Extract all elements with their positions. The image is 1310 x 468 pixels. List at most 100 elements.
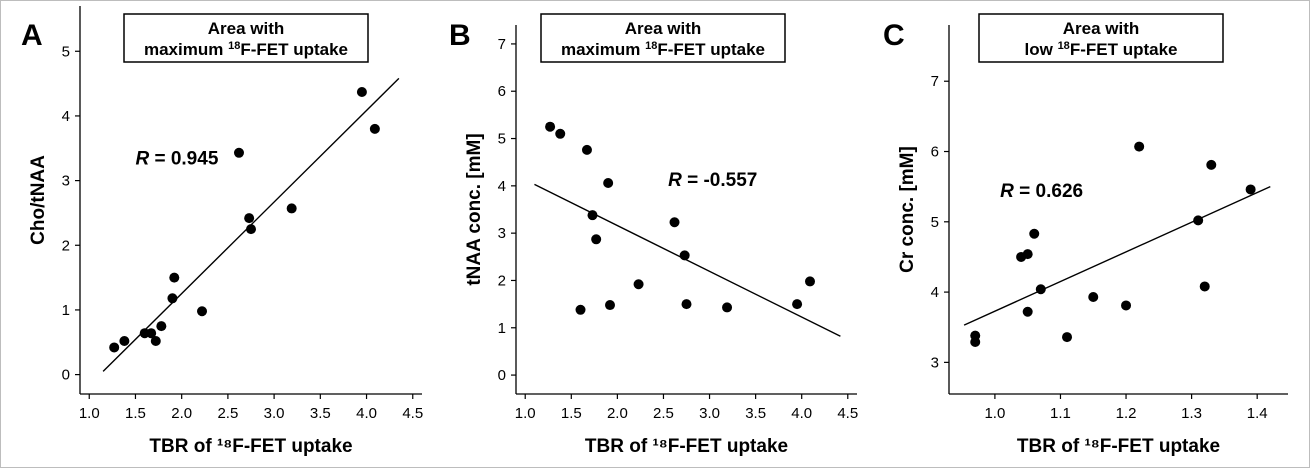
panel-a-data-point <box>233 147 244 158</box>
panel-a-x-tick-label: 4.0 <box>356 405 377 422</box>
panel-c-r-text: = 0.626 <box>1014 181 1083 202</box>
panel-c-y-tick-label: 5 <box>931 214 939 231</box>
panel-b-data-point <box>587 210 598 221</box>
panel-b-data-point <box>555 128 566 139</box>
panel-a-data-point <box>197 306 208 317</box>
panel-b-title-line-2-a: maximum <box>561 40 645 59</box>
panel-c-r-symbol: R <box>1000 181 1014 202</box>
panel-b-x-axis-title: TBR of ¹⁸F-FET uptake <box>585 436 788 457</box>
panel-b-title-line-2-b: F-FET uptake <box>657 40 765 59</box>
panel-b-title-line-2: maximum 18F-FET uptake <box>561 40 765 59</box>
panel-b-y-tick-label: 3 <box>498 225 506 242</box>
panel-c-y-tick-label: 6 <box>931 144 939 161</box>
panel-b-data-point <box>792 299 803 310</box>
panel-c-data-point <box>1193 215 1204 226</box>
panel-a-r-text: = 0.945 <box>149 148 219 169</box>
panel-c-letter: C <box>883 19 905 52</box>
panel-b-y-tick-label: 2 <box>498 272 506 289</box>
panel-c-title-line-2-b: F-FET uptake <box>1070 40 1178 59</box>
panel-b-x-tick-label: 1.0 <box>515 405 536 422</box>
panel-c-title-box <box>978 13 1224 63</box>
panel-b-title-box <box>540 13 786 63</box>
panel-b-y-tick-label: 6 <box>498 83 506 100</box>
panel-c-data-point <box>1022 306 1033 317</box>
panel-b-data-point <box>605 300 616 311</box>
panel-a-r-value: R = 0.945 <box>135 148 218 169</box>
panel-c-data-point <box>1035 284 1046 295</box>
panel-b-data-point <box>545 121 556 132</box>
panel-a-letter: A <box>21 19 43 52</box>
panel-a-y-tick-label: 4 <box>62 108 70 125</box>
panel-a-title-box <box>123 13 369 63</box>
panel-c-x-tick-label: 1.4 <box>1247 405 1268 422</box>
panel-a-data-point <box>109 342 120 353</box>
panel-a-x-tick-label: 3.5 <box>310 405 331 422</box>
panel-c-data-point <box>970 336 981 347</box>
panel-a-title-line-2-b: F-FET uptake <box>240 40 348 59</box>
panel-b-data-point <box>679 250 690 261</box>
panel-a-title-line-2-sup: 18 <box>228 40 240 52</box>
panel-c-data-point <box>1022 249 1033 260</box>
panel-b-letter: B <box>449 19 471 52</box>
panel-b-data-point <box>575 304 586 315</box>
panel-a-data-point <box>150 335 161 346</box>
panel-a-title-line-2: maximum 18F-FET uptake <box>144 40 348 59</box>
panel-a-x-tick-label: 3.0 <box>264 405 285 422</box>
panel-a-x-tick-label: 2.0 <box>171 405 192 422</box>
panel-a-x-tick-label: 2.5 <box>217 405 238 422</box>
panel-c-x-tick-label: 1.2 <box>1116 405 1137 422</box>
panel-c-y-tick-label: 7 <box>931 73 939 90</box>
panel-a-y-axis-title: Cho/tNAA <box>28 155 49 245</box>
panel-a-y-tick-label: 3 <box>62 173 70 190</box>
panel-a-title-line-1: Area with <box>208 19 285 38</box>
panel-a-title-line-2-a: maximum <box>144 40 228 59</box>
panel-c-data-point <box>1245 184 1256 195</box>
panel-a-data-point <box>169 272 180 283</box>
panel-a-y-tick-label: 1 <box>62 302 70 319</box>
panel-a-data-point <box>167 293 178 304</box>
panel-a-y-tick-label: 0 <box>62 367 70 384</box>
panel-c-x-tick-label: 1.0 <box>984 405 1005 422</box>
panel-b-data-point <box>581 144 592 155</box>
panel-a-x-tick-label: 1.5 <box>125 405 146 422</box>
panel-c-title-line-2-a: low <box>1025 40 1058 59</box>
panel-a-x-tick-label: 1.0 <box>79 405 100 422</box>
panel-b: B 0 1 2 3 4 5 6 7 1.0 1.5 2.0 2.5 3.0 3.5 4.0 4.5 TBR of … <box>449 13 858 457</box>
panel-b-y-tick-label: 0 <box>498 367 506 384</box>
panel-c-x-tick-label: 1.3 <box>1181 405 1202 422</box>
panel-b-data-point <box>669 217 680 228</box>
panel-a-data-point <box>146 328 157 339</box>
panel-c-data-point <box>1199 281 1210 292</box>
panel-b-x-tick-label: 4.5 <box>837 405 858 422</box>
panel-c-r-value: R = 0.626 <box>1000 181 1083 202</box>
panel-a-y-tick-label: 2 <box>62 237 70 254</box>
panel-b-data-point <box>603 178 614 189</box>
panel-a-data-point <box>286 203 297 214</box>
panel-a-x-axis-title: TBR of ¹⁸F-FET uptake <box>149 436 352 457</box>
panel-b-data-point <box>591 234 602 245</box>
panel-c-y-axis-title: Cr conc. [mM] <box>897 146 918 273</box>
panel-b-data-point <box>681 299 692 310</box>
panel-c-data-point <box>1062 332 1073 343</box>
panel-b-x-tick-label: 3.0 <box>699 405 720 422</box>
panel-b-y-tick-label: 4 <box>498 178 506 195</box>
panel-a: A 0 1 2 3 4 5 1.0 1.5 2.0 2.5 3.0 3.5 4.0 4.5 TBR of ¹⁸… <box>21 6 423 457</box>
panel-c-y-tick-label: 4 <box>931 284 939 301</box>
panel-a-data-point <box>244 213 255 224</box>
panel-a-data-point <box>246 224 256 235</box>
panel-c-data-point <box>1134 141 1145 152</box>
panel-b-r-value: R = -0.557 <box>668 170 757 191</box>
panel-a-data-point <box>156 321 167 332</box>
panel-a-data-point <box>356 87 367 98</box>
panel-a-r-symbol: R <box>135 148 149 169</box>
panel-c-regression-line <box>963 186 1271 326</box>
panel-c-y-tick-label: 3 <box>931 354 939 371</box>
panel-b-x-tick-label: 2.0 <box>607 405 628 422</box>
panel-b-y-tick-label: 5 <box>498 131 506 148</box>
panel-c-title-line-2: low 18F-FET uptake <box>1025 40 1178 59</box>
panel-b-x-tick-label: 3.5 <box>745 405 766 422</box>
panel-c-title-line-1: Area with <box>1063 19 1140 38</box>
panel-c-x-tick-label: 1.1 <box>1050 405 1071 422</box>
